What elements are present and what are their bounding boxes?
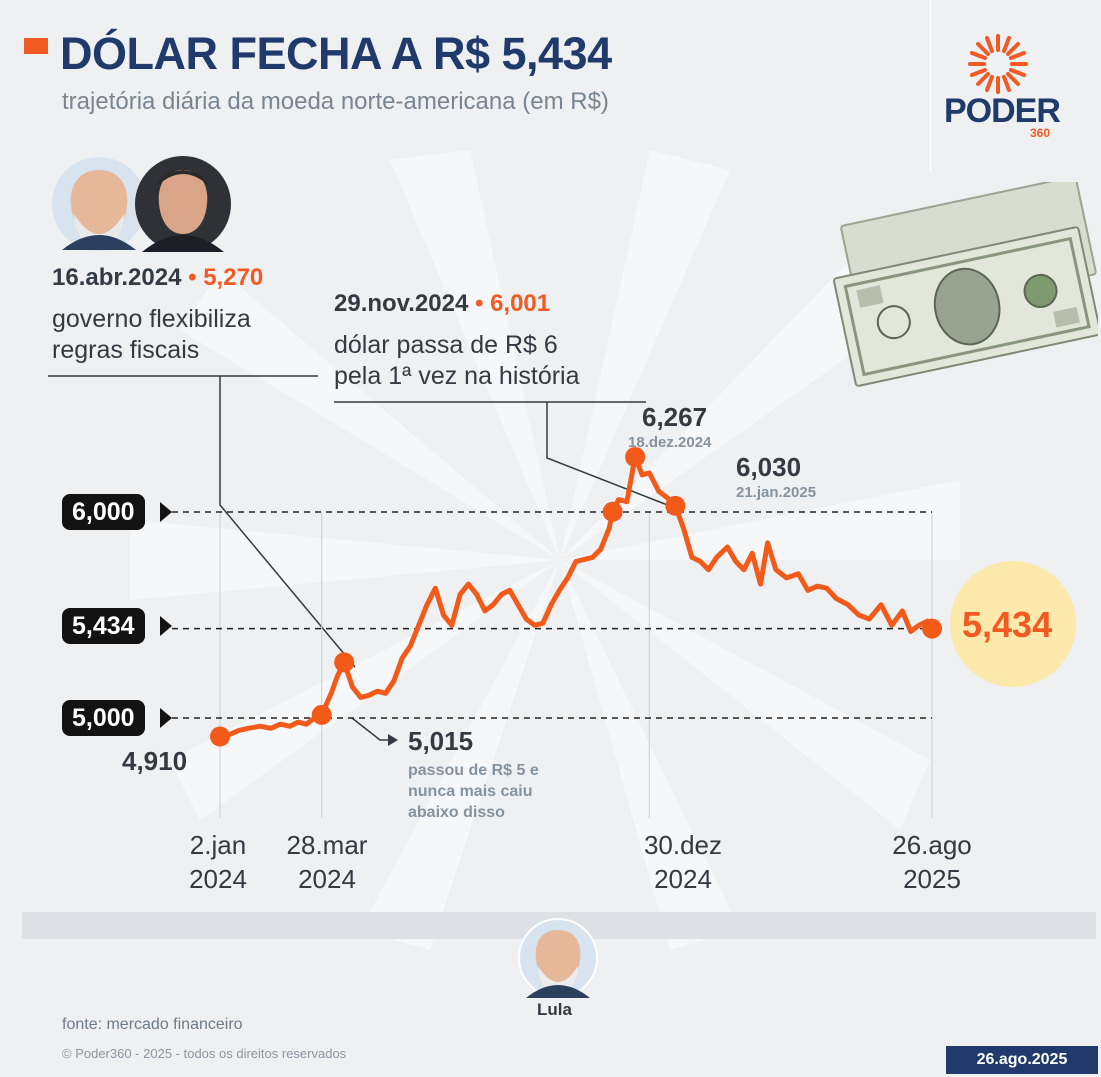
data-label-6030: 6,030 xyxy=(736,452,802,482)
data-label-peak-date: 18.dez.2024 xyxy=(628,434,712,451)
ref-badge: 5,434 xyxy=(62,608,145,644)
portrait-lula-small xyxy=(518,918,598,998)
sun-logo-icon xyxy=(968,34,1028,94)
key-data-point xyxy=(602,501,623,522)
data-label-last: 5,434 xyxy=(962,604,1053,645)
x-tick-label: 26.ago 2025 xyxy=(892,830,972,894)
portraits xyxy=(52,156,231,252)
x-tick-label: 30.dez 2024 xyxy=(643,830,723,894)
last-value-highlight xyxy=(950,561,1076,687)
key-data-point xyxy=(625,446,646,467)
key-data-point xyxy=(210,726,230,747)
copyright-text: © Poder360 - 2025 - todos os direitos re… xyxy=(62,1046,347,1061)
key-data-point xyxy=(665,495,686,516)
data-label-start: 4,910 xyxy=(122,746,188,776)
portrait-lula xyxy=(52,157,146,251)
data-label-5015: 5,015 xyxy=(408,726,474,756)
title-accent-bar xyxy=(24,38,48,54)
logo-number: 360 xyxy=(1030,126,1051,140)
source-text: fonte: mercado financeiro xyxy=(62,1016,243,1033)
annotation-text: dólar passa de R$ 6 pela 1ª vez na histór… xyxy=(334,331,580,390)
key-data-point xyxy=(922,618,942,639)
portrait-caption: Lula xyxy=(537,1000,572,1019)
data-label-6030-date: 21.jan.2025 xyxy=(736,484,817,501)
key-data-point xyxy=(311,704,332,725)
chart-title: DÓLAR FECHA A R$ 5,434 xyxy=(60,28,612,79)
annotation-date: 29.nov.2024 • 6,001 xyxy=(334,290,551,317)
publication-date: 26.ago.2025 xyxy=(946,1046,1098,1074)
badge-pointers xyxy=(160,502,172,728)
data-label-peak: 6,267 xyxy=(642,402,708,432)
logo-wordmark: PODER xyxy=(944,92,1061,130)
chart-subtitle: trajetória diária da moeda norte-america… xyxy=(62,88,609,115)
x-tick-label: 2.jan 2024 xyxy=(189,830,247,894)
logo-divider xyxy=(930,0,931,172)
key-data-point xyxy=(334,652,355,673)
ref-badge: 5,000 xyxy=(62,700,145,736)
series-line xyxy=(217,454,935,739)
annotation-text: governo flexibiliza regras fiscais xyxy=(52,305,251,364)
ref-badge: 6,000 xyxy=(62,494,145,530)
note-text: passou de R$ 5 e nunca mais caiu abaixo … xyxy=(408,762,539,821)
arrow-head xyxy=(388,734,398,746)
dollar-bills-image xyxy=(833,182,1098,387)
leader-line xyxy=(219,376,356,668)
annotation-date: 16.abr.2024 • 5,270 xyxy=(52,264,264,291)
portrait-haddad xyxy=(135,156,231,252)
x-tick-label: 28.mar 2024 xyxy=(286,830,368,894)
